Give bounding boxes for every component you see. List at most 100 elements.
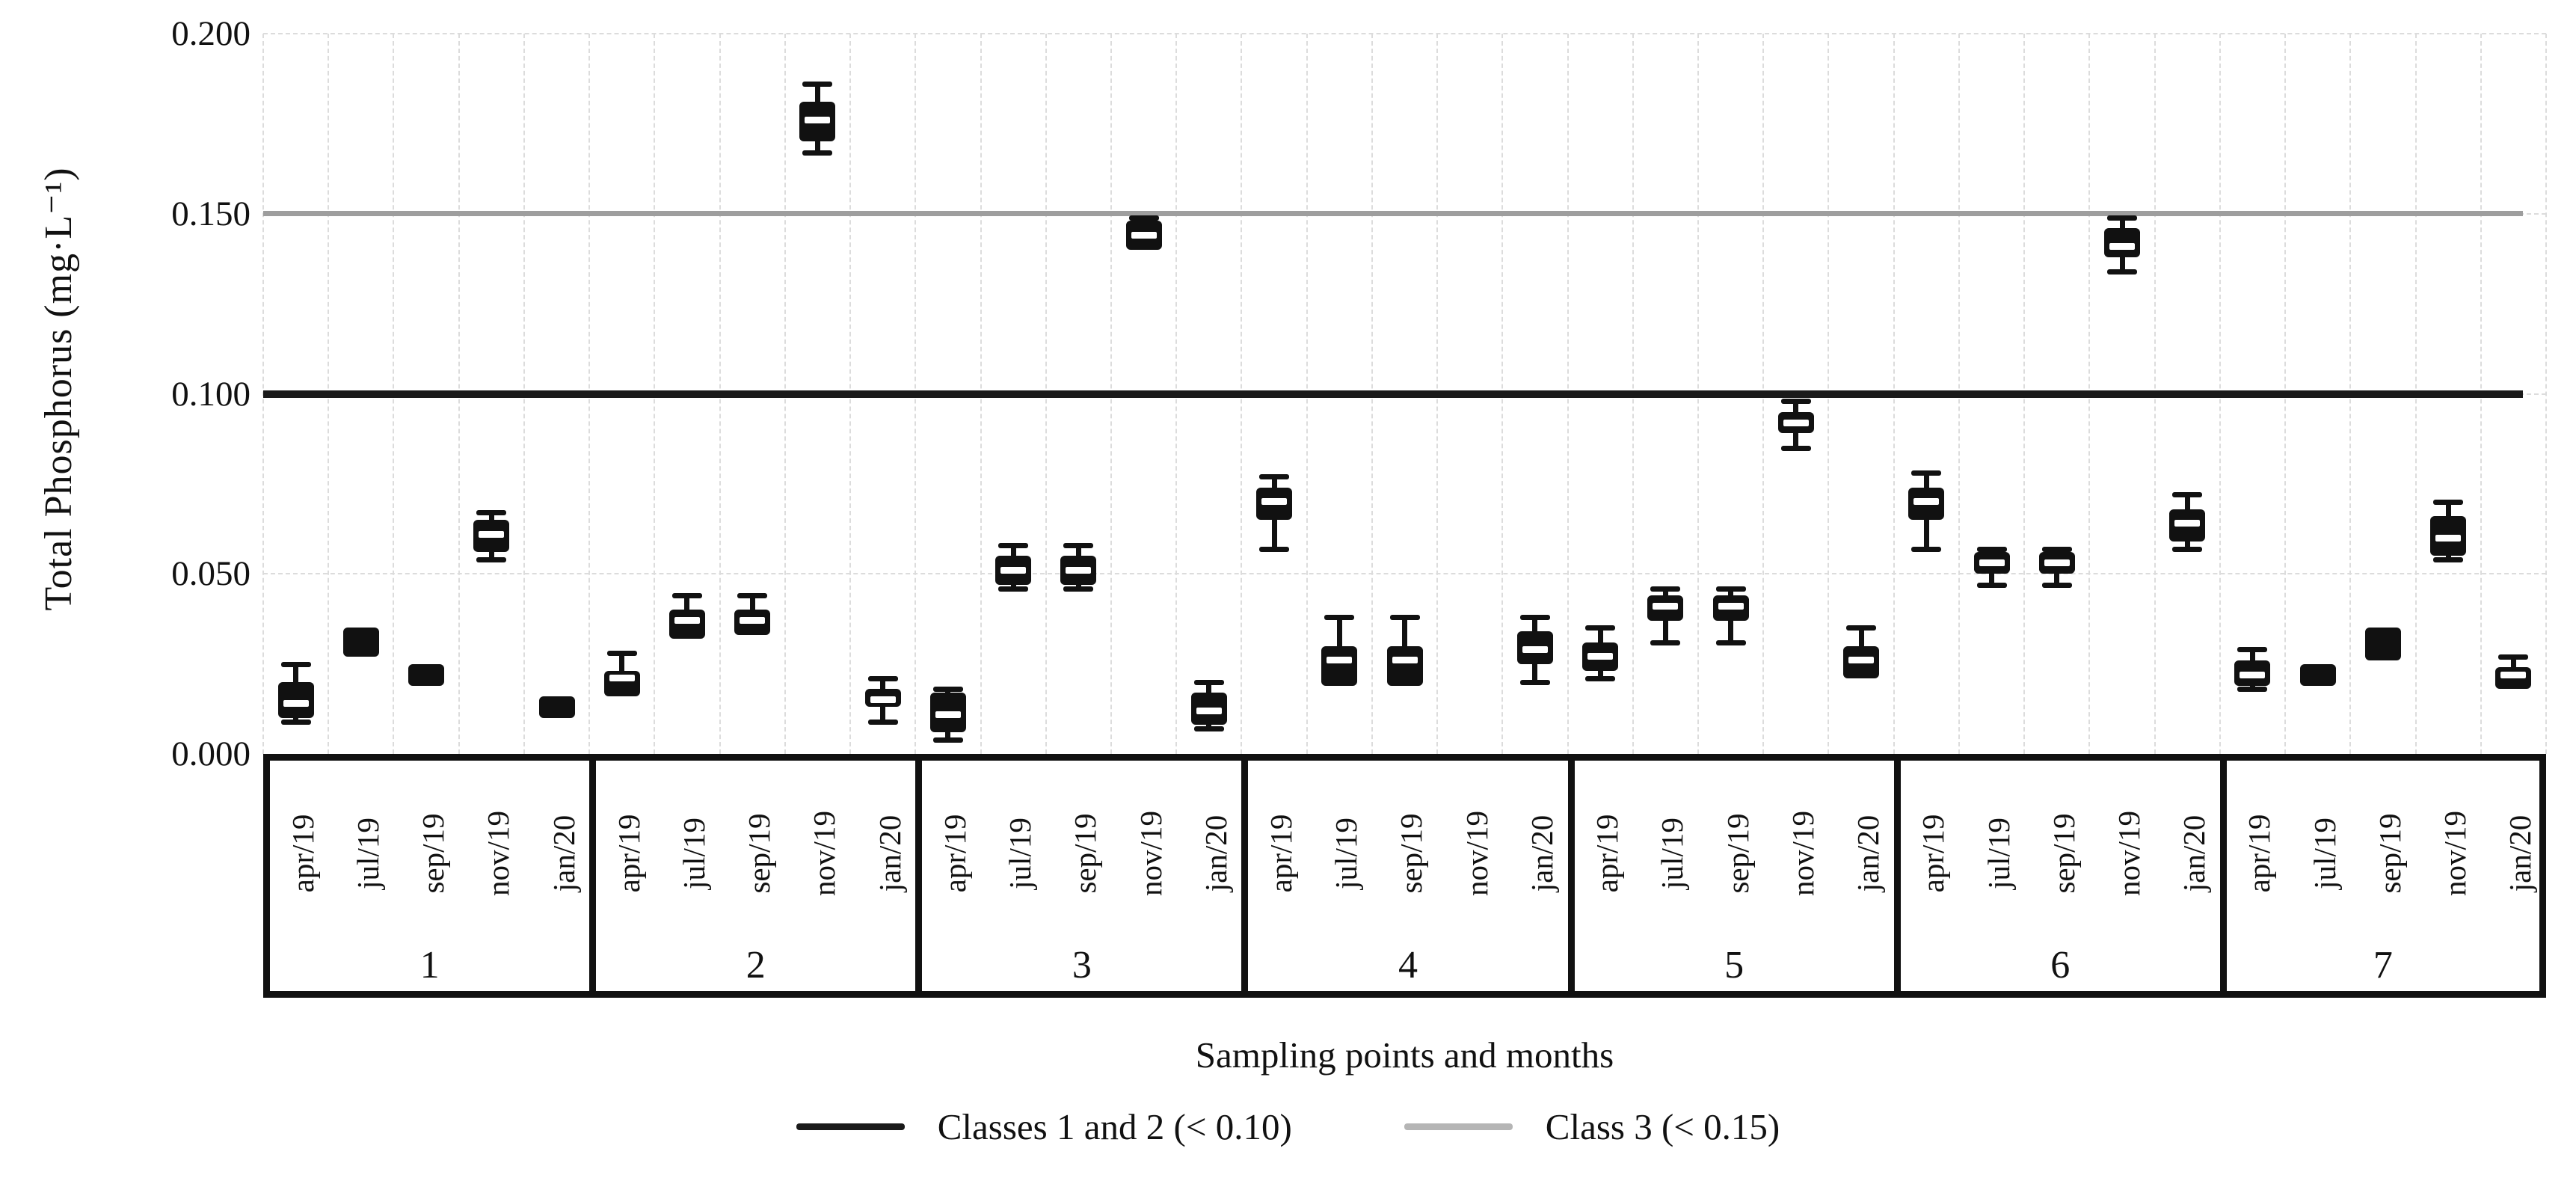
box-whisker-stem	[1793, 401, 1799, 412]
y-tick-label: 0.050	[171, 554, 250, 594]
y-tick-label: 0.100	[171, 374, 250, 414]
box-whisker-cap	[2172, 492, 2203, 498]
box-plot-median	[1522, 645, 1548, 653]
group-cell: apr/19 jul/19 sep/19 nov/19 jan/20 6	[1893, 761, 2220, 991]
box-whisker-cap	[1650, 586, 1681, 592]
month-label: jul/19	[676, 817, 711, 889]
group-cell: apr/19 jul/19 sep/19 nov/19 jan/20 2	[589, 761, 915, 991]
gridline-vertical	[2545, 34, 2547, 754]
box-whisker-stem	[2184, 494, 2190, 509]
box-whisker-cap	[932, 737, 963, 743]
box-whisker-stem	[2119, 217, 2125, 228]
month-label: sep/19	[2372, 813, 2407, 894]
box-plot-box	[1321, 645, 1358, 686]
reference-line-class-3	[263, 211, 2523, 217]
box-whisker-cap	[998, 542, 1029, 548]
box-whisker-cap	[1846, 625, 1877, 631]
box-plot-median	[1718, 603, 1744, 610]
legend-line-class-3-icon	[1404, 1123, 1513, 1130]
box-whisker-cap	[1063, 542, 1094, 548]
box-whisker-cap	[802, 82, 833, 88]
box-plot-median	[1848, 657, 1875, 664]
box-whisker-stem	[814, 141, 820, 153]
box-whisker-cap	[2041, 582, 2072, 588]
box-whisker-cap	[476, 510, 507, 516]
box-whisker-stem	[1989, 574, 1995, 585]
box-whisker-cap	[671, 593, 702, 599]
legend-line-classes-1-2-icon	[796, 1123, 905, 1130]
box-whisker-cap	[737, 593, 768, 599]
box-whisker-cap	[606, 651, 637, 657]
month-label: nov/19	[2438, 811, 2473, 896]
box-plot-median	[2435, 534, 2462, 542]
box-plot-box	[2495, 667, 2532, 690]
month-label: jul/19	[1329, 817, 1364, 889]
month-label: jul/19	[1003, 817, 1038, 889]
box-plot-median	[1979, 559, 2005, 567]
gridline-horizontal	[263, 33, 2546, 34]
box-plot-box	[2364, 628, 2401, 660]
box-plot-median	[1913, 498, 1940, 506]
box-plot-median	[740, 617, 766, 625]
month-label: jan/20	[1198, 815, 1233, 892]
box-whisker-cap	[280, 719, 311, 725]
box-whisker-cap	[998, 586, 1029, 592]
box-plot-median	[674, 617, 700, 625]
month-label: nov/19	[807, 811, 842, 896]
box-whisker-cap	[1128, 215, 1159, 221]
box-whisker-cap	[280, 661, 311, 667]
box-whisker-stem	[814, 84, 820, 102]
box-plot-median	[870, 696, 896, 704]
month-label: jul/19	[350, 817, 385, 889]
box-plot-median	[2044, 559, 2070, 567]
box-plot-median	[1000, 566, 1027, 574]
box-whisker-stem	[1075, 544, 1081, 556]
month-label: apr/19	[1264, 814, 1299, 893]
box-whisker-cap	[2498, 654, 2529, 660]
box-whisker-cap	[1063, 586, 1094, 592]
box-plot-box	[342, 628, 379, 657]
group-number: 2	[746, 944, 766, 987]
month-label: jan/20	[2503, 815, 2538, 892]
box-plot-box	[538, 696, 575, 718]
box-plot-box	[2104, 228, 2140, 257]
month-label: apr/19	[1590, 814, 1625, 893]
legend-item-class-3: Class 3 (< 0.15)	[1404, 1105, 1780, 1148]
box-whisker-stem	[1271, 520, 1277, 549]
box-whisker-stem	[293, 663, 299, 682]
box-whisker-stem	[1402, 617, 1407, 646]
box-plot-median	[1327, 657, 1353, 664]
box-plot-median	[2240, 671, 2266, 678]
box-plot-median	[283, 700, 309, 708]
box-plot-median	[2174, 520, 2201, 527]
month-label: jan/20	[1524, 815, 1559, 892]
box-whisker-cap	[1193, 679, 1224, 685]
y-tick-label: 0.150	[171, 194, 250, 233]
group-number: 7	[2373, 944, 2393, 987]
month-label: apr/19	[937, 814, 972, 893]
month-label: jan/20	[2177, 815, 2212, 892]
box-whisker-cap	[1519, 679, 1550, 685]
group-cell: apr/19 jul/19 sep/19 nov/19 jan/20 3	[915, 761, 1241, 991]
box-plot-median	[805, 117, 831, 124]
box-whisker-stem	[619, 653, 625, 672]
box-whisker-stem	[2445, 501, 2451, 517]
box-whisker-stem	[2119, 257, 2125, 272]
box-whisker-cap	[1519, 615, 1550, 621]
box-plot-median	[1131, 232, 1157, 239]
box-plot-median	[2500, 671, 2527, 678]
y-tick-label: 0.000	[171, 734, 250, 773]
x-axis-title: Sampling points and months	[1195, 1034, 1614, 1076]
month-label: nov/19	[1133, 811, 1168, 896]
box-whisker-cap	[1259, 546, 1290, 552]
box-whisker-stem	[1532, 617, 1538, 632]
reference-line-classes-1-2	[263, 390, 2523, 398]
box-whisker-cap	[867, 719, 898, 725]
box-whisker-stem	[1728, 588, 1734, 596]
box-whisker-stem	[1271, 476, 1277, 488]
box-whisker-cap	[867, 675, 898, 681]
box-whisker-stem	[1858, 628, 1864, 646]
box-plot-median	[1587, 653, 1614, 660]
box-whisker-cap	[2237, 687, 2268, 693]
